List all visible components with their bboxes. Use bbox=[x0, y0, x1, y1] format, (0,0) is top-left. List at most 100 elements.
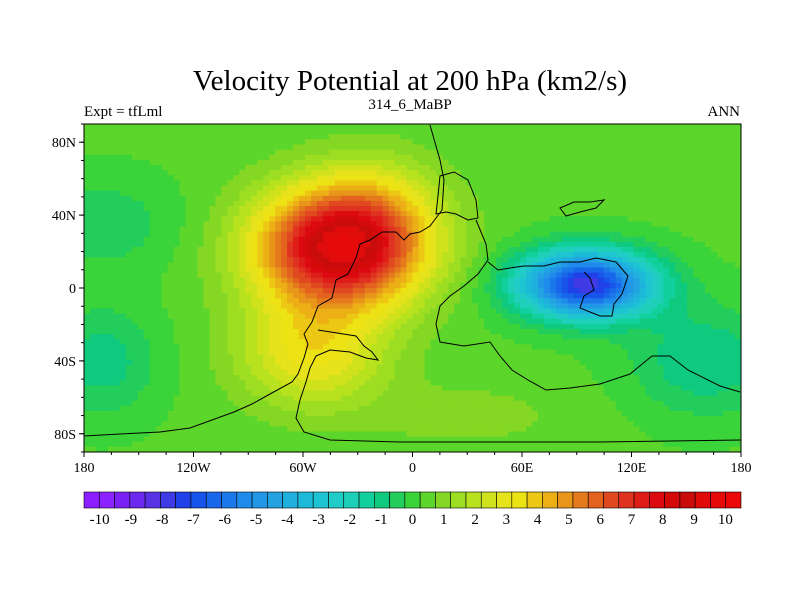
field-cell bbox=[549, 323, 557, 330]
field-cell bbox=[310, 149, 318, 156]
field-cell bbox=[191, 267, 199, 274]
field-cell bbox=[406, 334, 414, 340]
field-cell bbox=[161, 262, 169, 269]
field-cell bbox=[693, 323, 700, 330]
field-cell bbox=[525, 349, 533, 356]
field-cell bbox=[299, 288, 306, 294]
field-cell bbox=[496, 139, 503, 146]
field-cell bbox=[84, 257, 91, 263]
field-cell bbox=[84, 231, 91, 238]
field-cell bbox=[394, 257, 402, 263]
field-cell bbox=[687, 262, 694, 269]
field-cell bbox=[101, 329, 109, 335]
field-cell bbox=[609, 159, 617, 166]
field-cell bbox=[119, 344, 127, 351]
field-cell bbox=[376, 211, 384, 217]
field-cell bbox=[717, 231, 724, 238]
field-cell bbox=[149, 262, 157, 269]
field-cell bbox=[275, 318, 282, 325]
field-cell bbox=[346, 288, 354, 294]
field-cell bbox=[531, 200, 539, 207]
field-cell bbox=[531, 247, 539, 253]
field-cell bbox=[418, 277, 426, 284]
field-cell bbox=[418, 257, 426, 263]
field-cell bbox=[304, 149, 312, 156]
field-cell bbox=[705, 129, 712, 135]
field-cell bbox=[669, 252, 676, 258]
field-cell bbox=[430, 129, 437, 135]
field-cell bbox=[197, 241, 205, 248]
field-cell bbox=[424, 277, 432, 284]
field-cell bbox=[95, 293, 103, 299]
field-cell bbox=[113, 185, 121, 192]
field-cell bbox=[287, 339, 294, 345]
field-cell bbox=[645, 170, 653, 176]
field-cell bbox=[663, 206, 670, 212]
field-cell bbox=[508, 236, 515, 243]
field-cell bbox=[346, 247, 354, 253]
field-cell bbox=[197, 247, 205, 253]
field-cell bbox=[239, 144, 246, 151]
field-cell bbox=[382, 293, 390, 299]
field-cell bbox=[639, 149, 647, 156]
field-cell bbox=[597, 241, 605, 248]
field-cell bbox=[717, 190, 724, 197]
field-cell bbox=[615, 349, 623, 356]
field-cell bbox=[520, 175, 527, 181]
field-cell bbox=[269, 206, 276, 212]
field-cell bbox=[484, 206, 491, 212]
field-cell bbox=[95, 134, 103, 140]
field-cell bbox=[669, 344, 676, 351]
field-cell bbox=[615, 277, 623, 284]
field-cell bbox=[364, 185, 372, 192]
field-cell bbox=[143, 185, 151, 192]
field-cell bbox=[466, 267, 473, 274]
field-cell bbox=[478, 308, 485, 315]
field-cell bbox=[281, 267, 288, 274]
field-cell bbox=[155, 175, 163, 181]
field-cell bbox=[239, 277, 246, 284]
field-cell bbox=[597, 170, 605, 176]
field-cell bbox=[460, 226, 467, 233]
field-cell bbox=[197, 211, 205, 217]
field-cell bbox=[591, 323, 599, 330]
field-cell bbox=[376, 282, 384, 289]
field-cell bbox=[573, 159, 581, 166]
field-cell bbox=[179, 206, 187, 212]
field-cell bbox=[304, 354, 312, 361]
field-cell bbox=[149, 159, 157, 166]
field-cell bbox=[233, 267, 240, 274]
field-cell bbox=[358, 190, 366, 197]
field-cell bbox=[669, 180, 676, 187]
field-cell bbox=[287, 129, 294, 135]
field-cell bbox=[215, 221, 222, 228]
field-cell bbox=[245, 190, 252, 197]
field-cell bbox=[681, 134, 688, 140]
field-cell bbox=[579, 313, 587, 320]
field-cell bbox=[394, 329, 402, 335]
field-cell bbox=[609, 185, 617, 192]
field-cell bbox=[496, 165, 503, 171]
field-cell bbox=[143, 318, 151, 325]
field-cell bbox=[149, 257, 157, 263]
field-cell bbox=[549, 154, 557, 161]
field-cell bbox=[149, 236, 157, 243]
field-cell bbox=[478, 139, 485, 146]
field-cell bbox=[149, 318, 157, 325]
field-cell bbox=[418, 293, 426, 299]
field-cell bbox=[478, 236, 485, 243]
field-cell bbox=[310, 175, 318, 181]
field-cell bbox=[645, 200, 653, 207]
field-cell bbox=[191, 272, 199, 279]
field-cell bbox=[424, 308, 432, 315]
field-cell bbox=[448, 313, 455, 320]
field-cell bbox=[340, 180, 348, 187]
field-cell bbox=[89, 206, 97, 212]
field-cell bbox=[591, 190, 599, 197]
field-cell bbox=[310, 134, 318, 140]
field-cell bbox=[233, 206, 240, 212]
field-cell bbox=[239, 216, 246, 222]
field-cell bbox=[209, 252, 216, 258]
field-cell bbox=[729, 154, 736, 161]
field-cell bbox=[579, 221, 587, 228]
